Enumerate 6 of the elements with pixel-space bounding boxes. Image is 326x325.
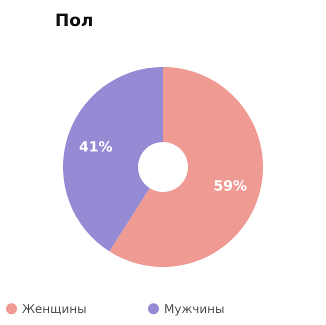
data-label: 41% <box>79 139 113 156</box>
legend-label: Мужчины <box>164 302 224 316</box>
legend-label: Женщины <box>22 302 87 316</box>
chart-title: Пол <box>55 11 94 31</box>
data-label: 59% <box>213 178 247 195</box>
donut-slice <box>63 67 163 252</box>
